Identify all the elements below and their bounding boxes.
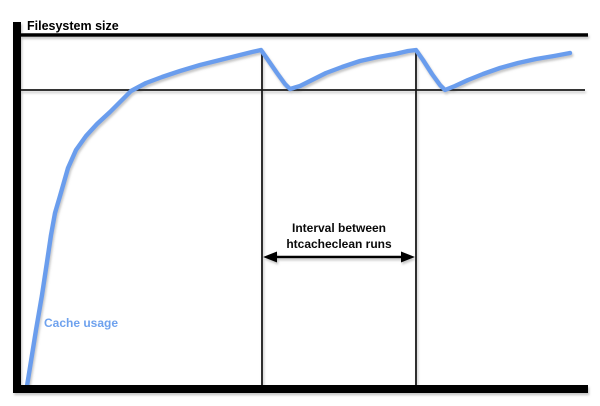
filesystem-size-label: Filesystem size xyxy=(27,19,119,33)
diagram-strokes xyxy=(13,22,588,393)
interval-label-line1: Interval between xyxy=(292,221,386,235)
cache-usage-label: Cache usage xyxy=(44,316,118,330)
interval-arrow-head-right-icon xyxy=(401,251,415,263)
cache-usage-curve xyxy=(24,47,573,389)
interval-arrow xyxy=(263,251,415,263)
interval-arrow-head-left-icon xyxy=(263,251,277,263)
interval-label-line2: htcacheclean runs xyxy=(286,237,392,251)
